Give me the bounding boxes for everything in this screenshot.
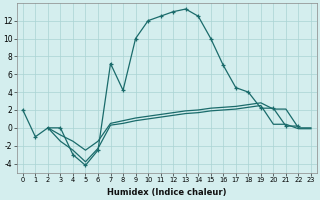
X-axis label: Humidex (Indice chaleur): Humidex (Indice chaleur) <box>107 188 227 197</box>
